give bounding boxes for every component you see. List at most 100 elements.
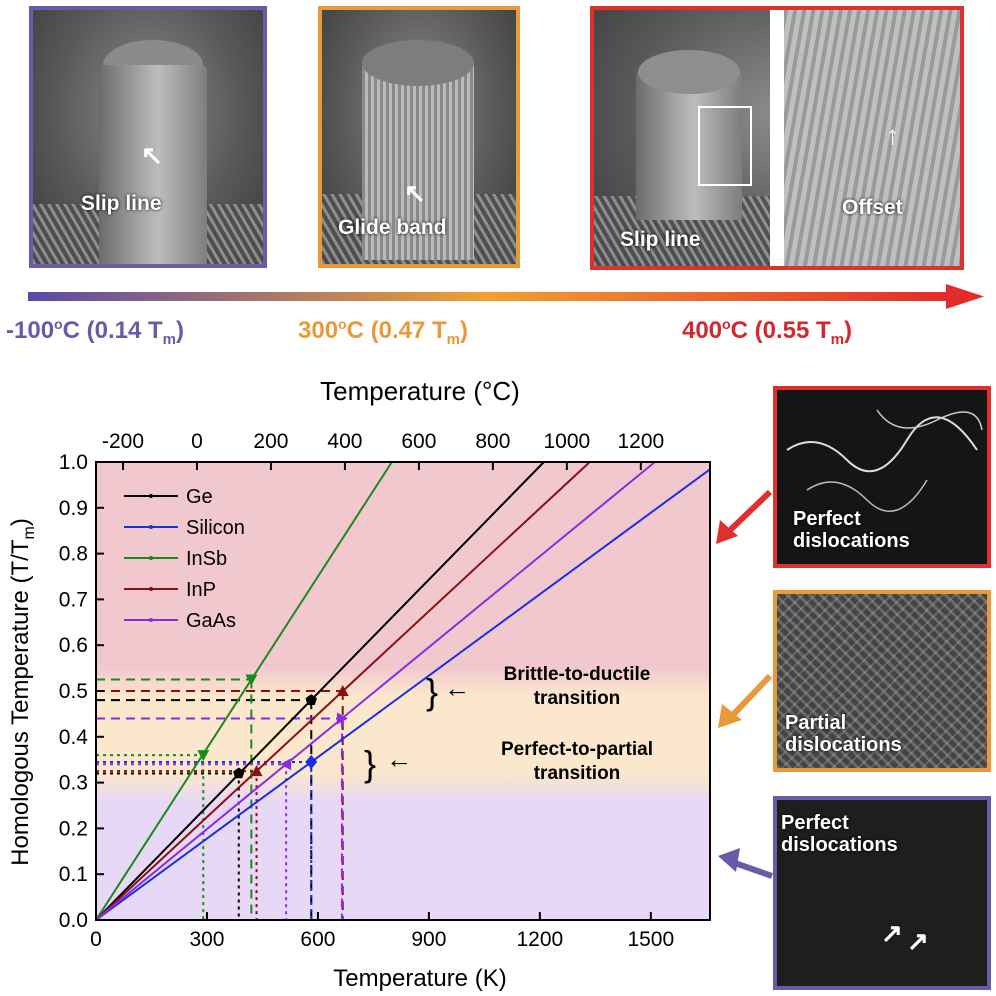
partial-annotation-line2: transition <box>534 763 621 784</box>
temp-value: 300 <box>298 317 339 344</box>
temp-close: ) <box>175 317 184 344</box>
legend-swatch-dot <box>149 587 153 591</box>
y-axis-label: Homologous Temperature (T/Tm) <box>7 518 38 866</box>
tem-label-line: Perfect <box>793 508 861 530</box>
marker-gaas <box>280 758 292 771</box>
homologous-temperature-chart: 0 300 600 900 1200 1500 0.0 0.1 0.2 0.3 0.4 0.5 0.6 0… <box>7 376 711 992</box>
top-tick-label: 1200 <box>617 430 664 453</box>
legend-label: InSb <box>186 548 227 570</box>
sem-pillar-top <box>362 40 474 86</box>
axis-ticks: 0 300 600 900 1200 1500 0.0 0.1 0.2 0.3 0.4 0.5 0.6 0… <box>59 430 674 951</box>
x-tick-label: 1200 <box>516 928 563 951</box>
legend-label: Silicon <box>186 517 245 539</box>
x-tick-label: 900 <box>411 928 446 951</box>
series-lines <box>95 461 711 921</box>
x-tick-label: 300 <box>189 928 224 951</box>
sem-panel-high-temp: ↑ Slip line Offset <box>590 6 964 270</box>
marker-inp <box>336 685 349 696</box>
marker-silicon <box>305 754 318 769</box>
y-tick-label: 0.7 <box>59 588 88 611</box>
top-tick-label: -200 <box>102 430 144 453</box>
arrow-marker: ↖ <box>141 140 163 170</box>
sem-label: Slip line <box>620 228 701 251</box>
legend-swatch-dot <box>149 525 153 529</box>
tem-label: Partial dislocations <box>785 712 902 756</box>
x-tick-label: 600 <box>300 928 335 951</box>
guide-lines <box>96 678 344 920</box>
tem-label: Perfect dislocations <box>793 508 910 552</box>
tem-panel-bottom: Perfect dislocations ↗ ↗ <box>773 796 991 990</box>
sem-pillar <box>636 70 742 220</box>
temp-label-low: -100oC (0.14 Tm) <box>6 316 184 348</box>
sem-pillar <box>362 60 474 260</box>
pointer-arrows <box>716 489 773 879</box>
temp-close: ) <box>459 317 468 344</box>
zoom-box <box>698 106 752 186</box>
zoom-divider <box>770 10 784 266</box>
degree-sign: o <box>722 316 731 332</box>
partial-annotation-line1: Perfect-to-partial <box>501 739 653 760</box>
sem-label: Glide band <box>338 216 447 239</box>
temp-label-mid: 300oC (0.47 Tm) <box>298 316 468 348</box>
arrow-marker: ↑ <box>886 120 899 150</box>
y-tick-label: 0.4 <box>59 726 89 749</box>
y-tick-label: 0.6 <box>59 634 88 657</box>
legend-swatch-dot <box>149 556 153 560</box>
marker-insb <box>197 750 210 762</box>
dislocation-texture <box>777 594 987 768</box>
degree-sign: o <box>54 316 63 332</box>
series-line-ge <box>95 461 545 921</box>
y-tick-label: 0.0 <box>59 909 88 932</box>
y-axis-label-main: Homologous Temperature (T/T <box>7 539 34 866</box>
sem-panel-mid-temp: ↖ Glide band <box>318 6 520 268</box>
brittle-annotation-line2: transition <box>534 688 621 709</box>
top-tick-label: 600 <box>401 430 436 453</box>
arrow-marker: ↗ <box>881 918 903 948</box>
series-line-gaas <box>95 461 656 921</box>
y-tick-label: 0.1 <box>59 863 88 886</box>
arrow-marker: ↗ <box>907 926 929 956</box>
legend-label: InP <box>186 579 216 601</box>
marker-ge <box>305 694 317 706</box>
zoom-inset <box>784 10 960 266</box>
tem-label-line: Partial <box>785 712 847 734</box>
y-tick-label: 0.9 <box>59 497 88 520</box>
temp-unit: C (0.14 T <box>62 317 163 344</box>
temp-unit: C (0.47 T <box>346 317 447 344</box>
degree-sign: o <box>338 316 347 332</box>
tem-label-line: dislocations <box>785 734 902 756</box>
temp-value: 400 <box>682 317 723 344</box>
temperature-arrow <box>28 284 984 309</box>
marker-gaas <box>336 712 348 725</box>
x-tick-label: 0 <box>90 928 102 951</box>
x-axis-label: Temperature (K) <box>333 965 506 992</box>
y-tick-label: 1.0 <box>59 451 88 474</box>
tem-panel-top: Perfect dislocations <box>773 386 991 568</box>
temp-subscript: m <box>446 330 460 348</box>
dislocation-texture <box>786 409 983 512</box>
top-tick-label: 800 <box>475 430 510 453</box>
marker-ge <box>233 767 245 779</box>
sem-pillar-top <box>638 50 740 94</box>
temp-value: -100 <box>6 317 55 344</box>
brace-icon: } <box>426 671 438 712</box>
y-tick-label: 0.2 <box>59 817 88 840</box>
series-line-insb <box>95 461 393 921</box>
marker-insb <box>245 674 258 686</box>
legend-label: GaAs <box>186 610 236 632</box>
series-markers <box>197 674 349 779</box>
sem-label: Slip line <box>81 192 162 215</box>
brace-icon: } <box>364 743 376 784</box>
tem-label-line: dislocations <box>781 834 898 856</box>
y-axis-label-close: ) <box>7 518 34 526</box>
legend: Ge Silicon InSb InP GaAs <box>124 486 245 632</box>
tem-label-line: Perfect <box>781 812 849 834</box>
brittle-annotation-line1: Brittle-to-ductile <box>504 664 651 685</box>
top-tick-label: 200 <box>253 430 288 453</box>
y-tick-label: 0.8 <box>59 543 88 566</box>
legend-swatch-dot <box>149 494 153 498</box>
temp-subscript: m <box>830 330 844 348</box>
top-tick-label: 400 <box>327 430 362 453</box>
tem-label-line: dislocations <box>793 530 910 552</box>
temp-close: ) <box>843 317 852 344</box>
